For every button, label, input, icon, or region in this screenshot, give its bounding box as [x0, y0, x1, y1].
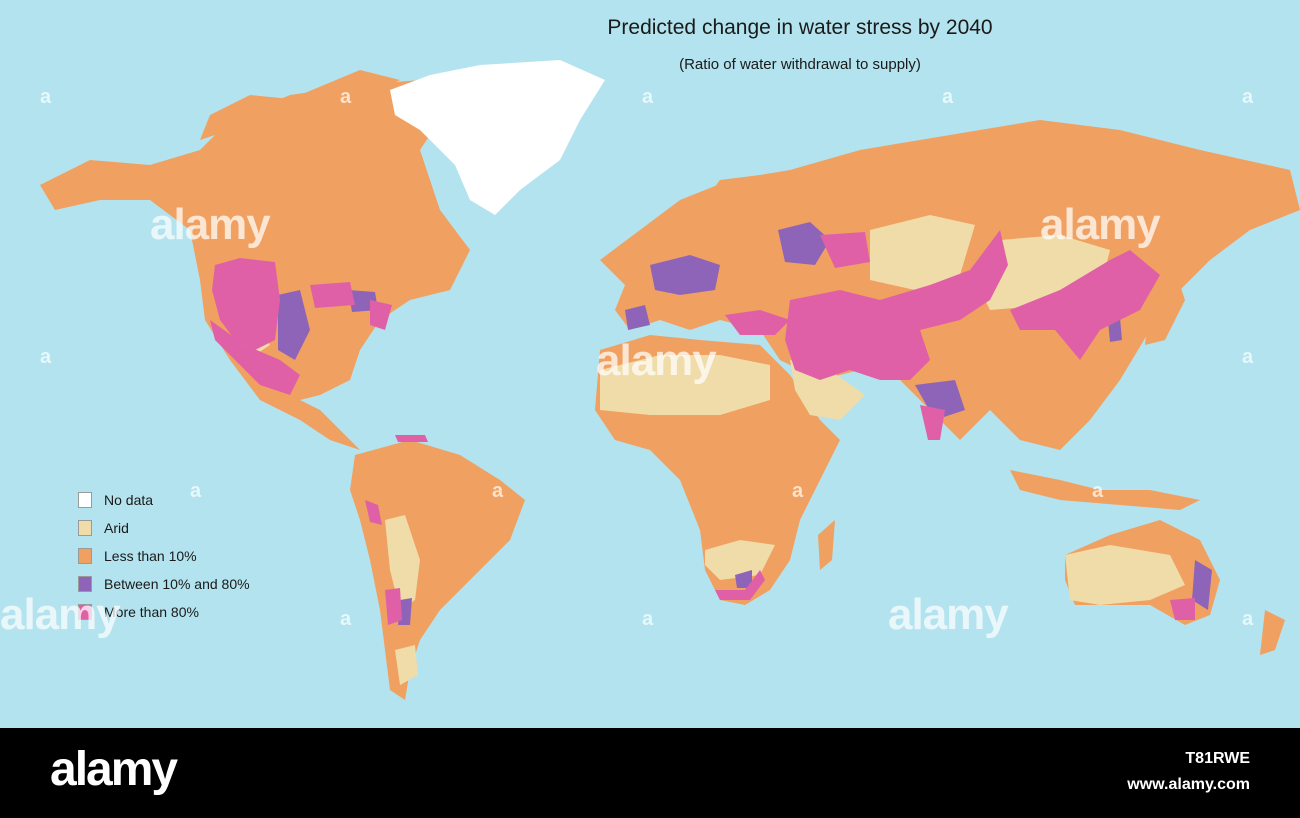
- india-south-high: [920, 405, 945, 440]
- iberia-moderate: [625, 305, 650, 330]
- andes-arid: [385, 515, 420, 610]
- south-africa-moderate: [735, 570, 752, 588]
- watermark: alamy: [1040, 200, 1161, 249]
- russia-high: [820, 232, 870, 268]
- indonesia-islands: [1010, 470, 1200, 510]
- peru-high: [365, 500, 382, 525]
- watermark: alamy: [888, 590, 1009, 639]
- footer-bar: alamy T81RWE www.alamy.com: [0, 728, 1300, 818]
- legend-item-arid: Arid: [78, 514, 250, 542]
- legend-swatch-between-10-80: [78, 576, 92, 592]
- mediterranean-high: [725, 310, 790, 335]
- legend-item-more-than-80: More than 80%: [78, 598, 250, 626]
- image-id: T81RWE: [1185, 750, 1250, 767]
- australia-east-moderate: [1192, 560, 1212, 610]
- central-asia-arid: [870, 215, 975, 290]
- world-map: Predicted change in water stress by 2040…: [0, 0, 1300, 728]
- legend-label: More than 80%: [104, 604, 199, 620]
- arid-regions: [230, 215, 1185, 685]
- map-title: Predicted change in water stress by 2040: [607, 16, 993, 39]
- uk-islands: [620, 235, 640, 270]
- venezuela-high: [395, 435, 428, 442]
- japan: [1145, 270, 1185, 345]
- us-plains-moderate: [278, 290, 310, 360]
- australia-se-high: [1170, 598, 1195, 620]
- legend-item-no-data: No data: [78, 486, 250, 514]
- sahara-arid: [600, 355, 770, 415]
- scandinavia: [690, 175, 760, 230]
- patagonia-arid: [395, 645, 418, 685]
- us-southeast-high: [370, 300, 392, 330]
- greenland-no-data: [390, 60, 605, 215]
- watermark: alamy: [150, 200, 271, 249]
- legend: No data Arid Less than 10% Between 10% a…: [78, 486, 250, 626]
- watermark-small: a: [942, 86, 954, 108]
- south-africa-high: [715, 570, 765, 600]
- watermark-small: a: [190, 480, 202, 502]
- legend-swatch-no-data: [78, 492, 92, 508]
- watermark-small: a: [1092, 480, 1104, 502]
- legend-label: Arid: [104, 520, 129, 536]
- watermark: alamy: [596, 336, 717, 385]
- legend-swatch-arid: [78, 520, 92, 536]
- china-high: [1010, 250, 1160, 360]
- new-zealand: [1260, 610, 1285, 655]
- us-west-high: [212, 258, 280, 350]
- legend-item-between-10-80: Between 10% and 80%: [78, 570, 250, 598]
- india-moderate: [915, 380, 965, 420]
- south-america-landmass: [350, 440, 525, 700]
- legend-label: Between 10% and 80%: [104, 576, 250, 592]
- watermark-small: a: [40, 346, 52, 368]
- central-asia-high: [785, 230, 1008, 380]
- russia-moderate: [778, 222, 830, 265]
- australia-arid: [1065, 545, 1185, 605]
- map-graphic: [40, 60, 1300, 700]
- map-subtitle: (Ratio of water withdrawal to supply): [679, 56, 921, 73]
- watermark-small: a: [492, 480, 504, 502]
- site-url: www.alamy.com: [1127, 776, 1250, 793]
- chile-high: [385, 588, 402, 625]
- legend-label: Less than 10%: [104, 548, 197, 564]
- watermark-small: a: [1242, 608, 1254, 630]
- watermark-small: a: [40, 86, 52, 108]
- watermark-small: a: [340, 608, 352, 630]
- madagascar: [818, 520, 835, 570]
- us-east-high: [310, 282, 355, 308]
- watermark-small: a: [1242, 346, 1254, 368]
- watermark-small: a: [340, 86, 352, 108]
- watermark-small: a: [642, 608, 654, 630]
- watermark-small: a: [1242, 86, 1254, 108]
- kalahari-arid: [705, 540, 775, 580]
- watermark: alamy: [0, 590, 121, 639]
- watermark-small: a: [792, 480, 804, 502]
- high-stress-regions: [210, 230, 1195, 625]
- legend-swatch-more-than-80: [78, 604, 92, 620]
- legend-label: No data: [104, 492, 154, 508]
- canadian-arctic-islands: [200, 70, 400, 140]
- europe-moderate: [650, 255, 720, 295]
- watermark-small: a: [642, 86, 654, 108]
- legend-swatch-less-than-10: [78, 548, 92, 564]
- alamy-logo: alamy: [50, 743, 178, 796]
- mexico-high: [210, 320, 300, 395]
- legend-item-less-than-10: Less than 10%: [78, 542, 250, 570]
- moderate-stress-regions: [278, 222, 1212, 625]
